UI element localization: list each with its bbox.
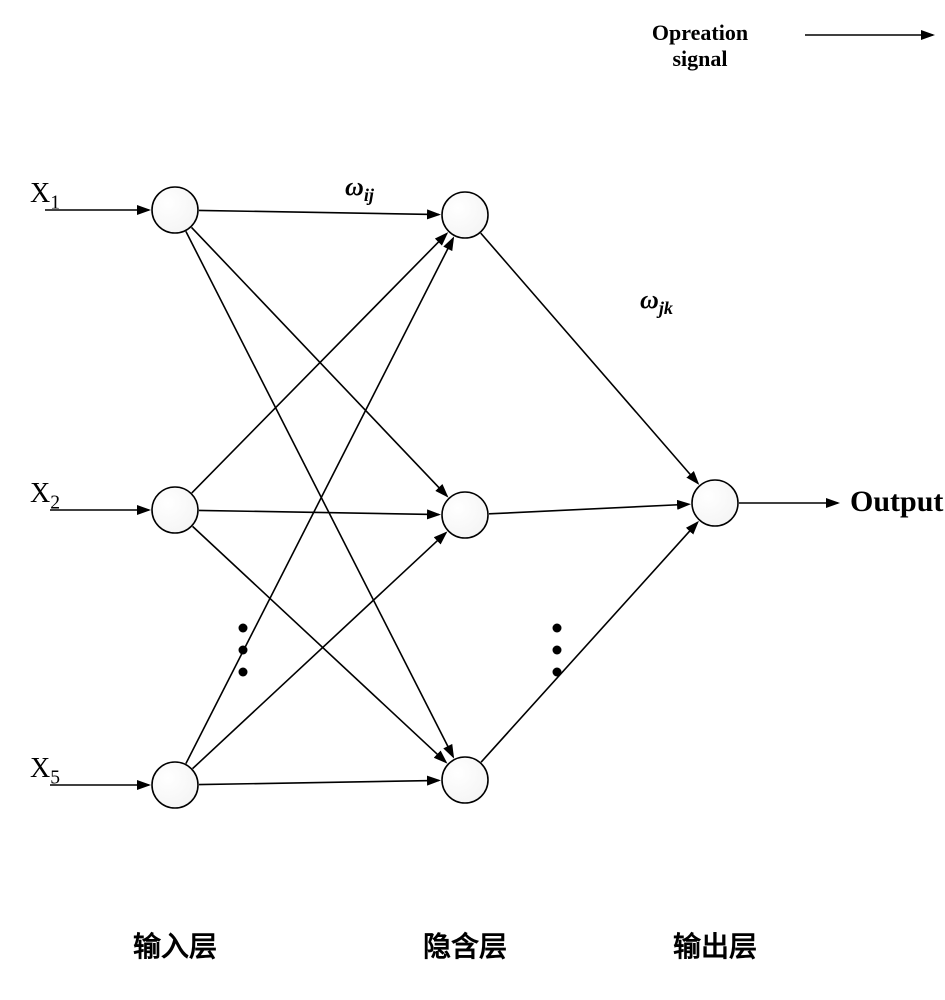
weight-ij-base: ω [345,172,364,201]
x5-sub: 5 [50,768,60,789]
input-label-x1: X1 [30,178,60,215]
weight-label-jk: ωjk [640,285,673,319]
ellipsis-dots [239,624,562,677]
weight-ij-sub: ij [364,185,374,205]
weight-label-ij: ωij [345,172,374,206]
input-layer-label: 输入层 [133,925,217,965]
input-label-x2: X2 [30,478,60,515]
output-layer-label: 输出层 [673,925,757,965]
hidden-layer-label: 隐含层 [423,925,507,965]
legend-line2: signal [672,46,727,71]
legend-text: Opreation signal [652,20,748,73]
node-h2 [442,492,488,538]
x2-base: X [30,478,50,509]
x5-base: X [30,753,50,784]
node-i5 [152,762,198,808]
output-label: Output [850,485,943,519]
node-i2 [152,487,198,533]
nn-diagram: Opreation signal 输入层 隐含层 输出层 Output ωij … [0,0,945,1000]
weight-jk-sub: jk [659,298,673,318]
node-i1 [152,187,198,233]
x1-base: X [30,178,50,209]
node-h1 [442,192,488,238]
nodes [152,187,738,808]
node-o1 [692,480,738,526]
edges [186,210,698,784]
input-arrows [45,210,149,785]
input-label-x5: X5 [30,753,60,790]
x2-sub: 2 [50,493,60,514]
legend-line1: Opreation [652,20,748,45]
node-h3 [442,757,488,803]
weight-jk-base: ω [640,285,659,314]
x1-sub: 1 [50,193,60,214]
diagram-svg [0,0,945,1000]
